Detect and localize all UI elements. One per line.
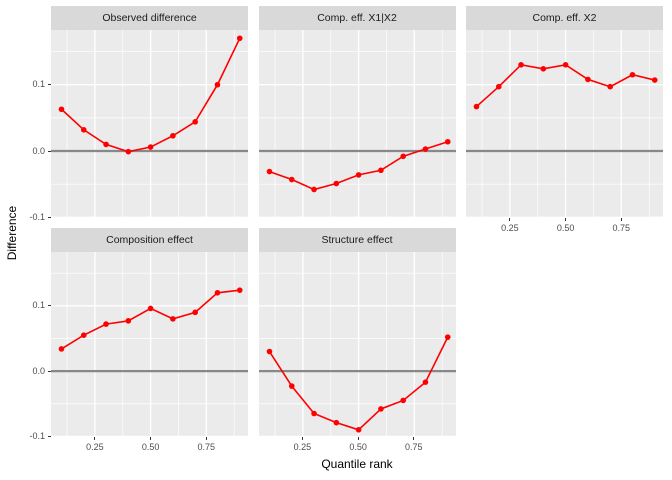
x-tick-mark [301, 437, 303, 440]
x-tick-mark [620, 218, 622, 221]
facet-strip: Comp. eff. X1|X2 [258, 6, 456, 30]
x-tick-label: 0.50 [349, 442, 367, 452]
facet-strip-label: Observed difference [102, 12, 197, 24]
y-tick-label: 0.1 [32, 300, 45, 311]
x-tick-label: 0.25 [501, 223, 519, 233]
facet-strip-label: Composition effect [106, 234, 193, 246]
panel-plot-area [466, 30, 663, 218]
x-axis-title: Quantile rank [321, 457, 393, 471]
x-tick-label: 0.75 [405, 442, 423, 452]
y-tick-mark [48, 216, 51, 218]
x-tick-mark [357, 437, 359, 440]
y-tick-label: 0.0 [32, 365, 45, 376]
facet-composition-effect: Composition effect [51, 228, 248, 437]
y-tick-label: -0.1 [29, 430, 45, 441]
panel-plot-area [258, 252, 456, 437]
facet-strip-label: Comp. eff. X2 [532, 12, 597, 24]
facet-strip: Composition effect [51, 228, 248, 252]
facet-strip-label: Structure effect [321, 234, 393, 246]
x-tick-label: 0.50 [141, 442, 160, 452]
facet-strip: Observed difference [51, 6, 248, 30]
facet-comp-eff-x2: Comp. eff. X2 [466, 6, 663, 218]
facet-strip: Comp. eff. X2 [466, 6, 663, 30]
x-tick-label: 0.75 [197, 442, 216, 452]
x-tick-label: 0.50 [556, 223, 575, 233]
facet-structure-effect: Structure effect [258, 228, 456, 437]
x-tick-mark [94, 437, 96, 440]
facet-strip-label: Comp. eff. X1|X2 [317, 12, 397, 24]
panel-plot-area [51, 252, 248, 437]
y-tick-mark [48, 84, 51, 86]
x-tick-mark [205, 437, 207, 440]
x-tick-mark [509, 218, 511, 221]
y-tick-mark [48, 150, 51, 152]
y-tick-label: 0.1 [32, 79, 45, 90]
x-tick-label: 0.25 [86, 442, 104, 452]
x-tick-label: 0.25 [293, 442, 312, 452]
facet-strip: Structure effect [258, 228, 456, 252]
y-tick-mark [48, 435, 51, 437]
panel-plot-area [258, 30, 456, 218]
facet-observed-difference: Observed difference [51, 6, 248, 218]
y-tick-label: 0.0 [32, 145, 45, 156]
x-tick-mark [413, 437, 415, 440]
x-tick-label: 0.75 [612, 223, 631, 233]
x-tick-mark [565, 218, 567, 221]
y-tick-label: -0.1 [29, 211, 45, 222]
y-tick-mark [48, 305, 51, 307]
panel-plot-area [51, 30, 248, 218]
y-tick-mark [48, 370, 51, 372]
x-tick-mark [150, 437, 152, 440]
facet-comp-eff-x1-given-x2: Comp. eff. X1|X2 [258, 6, 456, 218]
